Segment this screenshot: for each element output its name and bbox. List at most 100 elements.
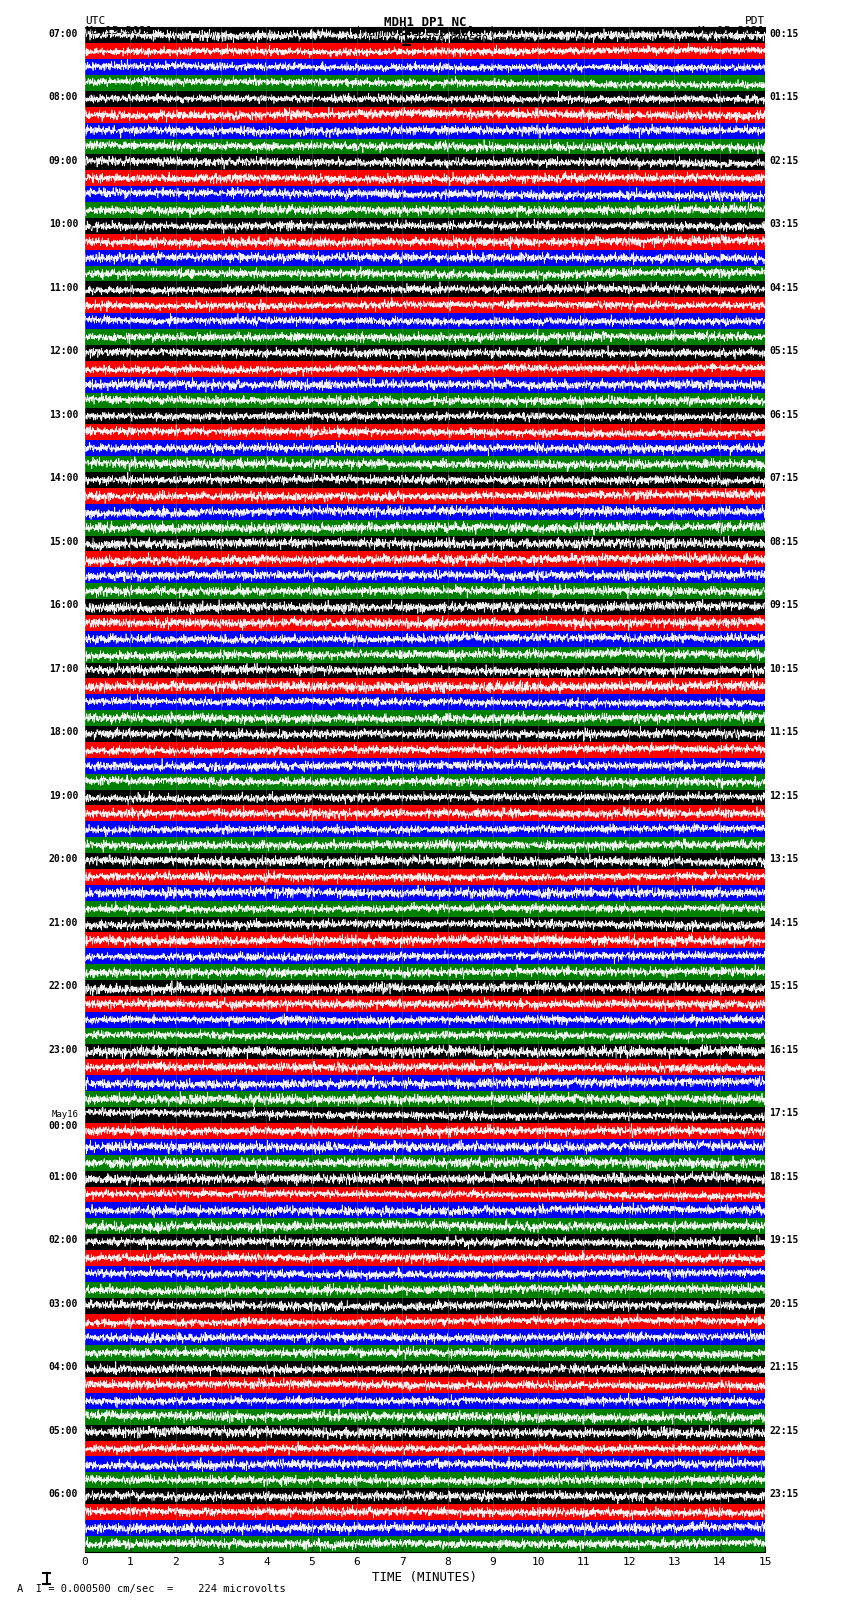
Text: (Mammoth Deep Hole ): (Mammoth Deep Hole ) xyxy=(354,26,496,39)
Bar xyxy=(85,1282,765,1297)
Bar xyxy=(85,202,765,218)
Text: 20:00: 20:00 xyxy=(48,855,78,865)
Bar xyxy=(85,1329,765,1345)
Bar xyxy=(85,392,765,408)
Bar xyxy=(85,916,765,932)
Text: 16:15: 16:15 xyxy=(769,1045,799,1055)
Text: 10:15: 10:15 xyxy=(769,665,799,674)
Text: 08:15: 08:15 xyxy=(769,537,799,547)
Bar xyxy=(85,1123,765,1139)
Text: 11:15: 11:15 xyxy=(769,727,799,737)
Text: 22:15: 22:15 xyxy=(769,1426,799,1436)
Bar xyxy=(85,345,765,361)
Text: I = 0.000500 cm/sec: I = 0.000500 cm/sec xyxy=(413,34,532,45)
Text: 07:15: 07:15 xyxy=(769,473,799,484)
Text: May16: May16 xyxy=(51,1110,78,1119)
Bar xyxy=(85,1060,765,1076)
Text: 23:00: 23:00 xyxy=(48,1045,78,1055)
Bar xyxy=(85,440,765,456)
Bar xyxy=(85,1361,765,1378)
Text: 02:15: 02:15 xyxy=(769,156,799,166)
Text: 01:00: 01:00 xyxy=(48,1173,78,1182)
Bar xyxy=(85,1536,765,1552)
Text: 20:15: 20:15 xyxy=(769,1298,799,1308)
Text: 03:15: 03:15 xyxy=(769,219,799,229)
Bar xyxy=(85,1044,765,1060)
Text: 18:15: 18:15 xyxy=(769,1173,799,1182)
Bar xyxy=(85,790,765,805)
Bar xyxy=(85,900,765,916)
Bar xyxy=(85,948,765,965)
Bar xyxy=(85,552,765,568)
X-axis label: TIME (MINUTES): TIME (MINUTES) xyxy=(372,1571,478,1584)
Text: 13:15: 13:15 xyxy=(769,855,799,865)
Bar xyxy=(85,694,765,710)
Bar xyxy=(85,1250,765,1266)
Text: 19:00: 19:00 xyxy=(48,790,78,800)
Bar xyxy=(85,1266,765,1282)
Bar xyxy=(85,76,765,90)
Bar xyxy=(85,282,765,297)
Bar xyxy=(85,1440,765,1457)
Text: 02:00: 02:00 xyxy=(48,1236,78,1245)
Text: PDT: PDT xyxy=(745,16,765,26)
Bar xyxy=(85,44,765,60)
Bar xyxy=(85,1027,765,1044)
Bar xyxy=(85,981,765,995)
Text: 09:00: 09:00 xyxy=(48,156,78,166)
Bar xyxy=(85,837,765,853)
Bar xyxy=(85,473,765,487)
Text: 17:00: 17:00 xyxy=(48,665,78,674)
Bar xyxy=(85,234,765,250)
Bar xyxy=(85,1297,765,1313)
Bar xyxy=(85,1424,765,1440)
Bar xyxy=(85,329,765,345)
Text: 06:00: 06:00 xyxy=(48,1489,78,1500)
Text: 05:00: 05:00 xyxy=(48,1426,78,1436)
Bar xyxy=(85,1107,765,1123)
Text: 15:15: 15:15 xyxy=(769,981,799,992)
Bar xyxy=(85,568,765,584)
Bar xyxy=(85,27,765,44)
Bar xyxy=(85,487,765,503)
Bar xyxy=(85,1503,765,1519)
Bar xyxy=(85,1187,765,1202)
Text: 11:00: 11:00 xyxy=(48,282,78,292)
Text: 08:00: 08:00 xyxy=(48,92,78,102)
Bar xyxy=(85,1313,765,1329)
Bar xyxy=(85,853,765,869)
Bar xyxy=(85,155,765,171)
Bar xyxy=(85,424,765,440)
Bar xyxy=(85,123,765,139)
Text: 07:00: 07:00 xyxy=(48,29,78,39)
Text: 00:15: 00:15 xyxy=(769,29,799,39)
Bar xyxy=(85,1202,765,1218)
Bar xyxy=(85,932,765,948)
Bar xyxy=(85,1489,765,1503)
Bar xyxy=(85,995,765,1011)
Bar xyxy=(85,536,765,552)
Text: 05:15: 05:15 xyxy=(769,347,799,356)
Text: 10:00: 10:00 xyxy=(48,219,78,229)
Text: 03:00: 03:00 xyxy=(48,1298,78,1308)
Bar xyxy=(85,584,765,598)
Bar xyxy=(85,758,765,774)
Bar xyxy=(85,1408,765,1424)
Text: MDH1 DP1 NC: MDH1 DP1 NC xyxy=(383,16,467,29)
Bar xyxy=(85,1519,765,1536)
Text: UTC: UTC xyxy=(85,16,105,26)
Bar xyxy=(85,726,765,742)
Text: 23:15: 23:15 xyxy=(769,1489,799,1500)
Bar xyxy=(85,377,765,392)
Text: 22:00: 22:00 xyxy=(48,981,78,992)
Text: May15,2021: May15,2021 xyxy=(698,26,765,35)
Text: 06:15: 06:15 xyxy=(769,410,799,419)
Bar xyxy=(85,408,765,424)
Text: 01:15: 01:15 xyxy=(769,92,799,102)
Bar xyxy=(85,886,765,900)
Text: 04:15: 04:15 xyxy=(769,282,799,292)
Bar xyxy=(85,1345,765,1361)
Text: 09:15: 09:15 xyxy=(769,600,799,610)
Bar xyxy=(85,1394,765,1408)
Bar xyxy=(85,218,765,234)
